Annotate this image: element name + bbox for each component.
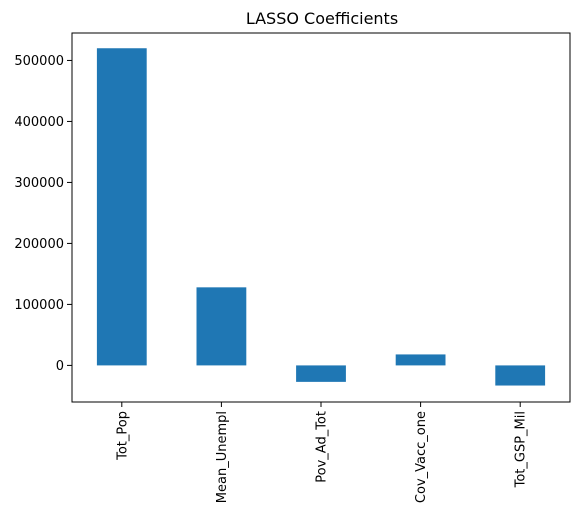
x-tick-label: Cov_Vacc_one bbox=[414, 411, 429, 503]
bar-pov-ad-tot bbox=[296, 365, 346, 382]
y-tick-label: 0 bbox=[56, 359, 64, 374]
x-tick-label: Tot_Pop bbox=[115, 411, 130, 461]
bar-cov-vacc-one bbox=[395, 354, 446, 366]
bar-tot-gsp-mil bbox=[495, 365, 546, 386]
bar-tot-pop bbox=[96, 48, 147, 366]
x-tick-label: Mean_Unempl bbox=[215, 411, 230, 503]
y-tick-label: 400000 bbox=[14, 115, 64, 130]
y-tick-label: 200000 bbox=[14, 237, 64, 252]
plot-area: 0 100000 200000 300000 400000 500000 Tot_Pop Me… bbox=[14, 32, 571, 503]
y-tick-label: 500000 bbox=[14, 54, 64, 69]
y-tick-label: 300000 bbox=[14, 176, 64, 191]
chart-title: LASSO Coefficients bbox=[246, 9, 398, 28]
x-tick-label: Tot_GSP_Mil bbox=[514, 411, 529, 488]
y-tick-label: 100000 bbox=[14, 298, 64, 313]
bar-mean-unempl bbox=[196, 287, 247, 366]
x-tick-label: Pov_Ad_Tot bbox=[315, 411, 330, 483]
